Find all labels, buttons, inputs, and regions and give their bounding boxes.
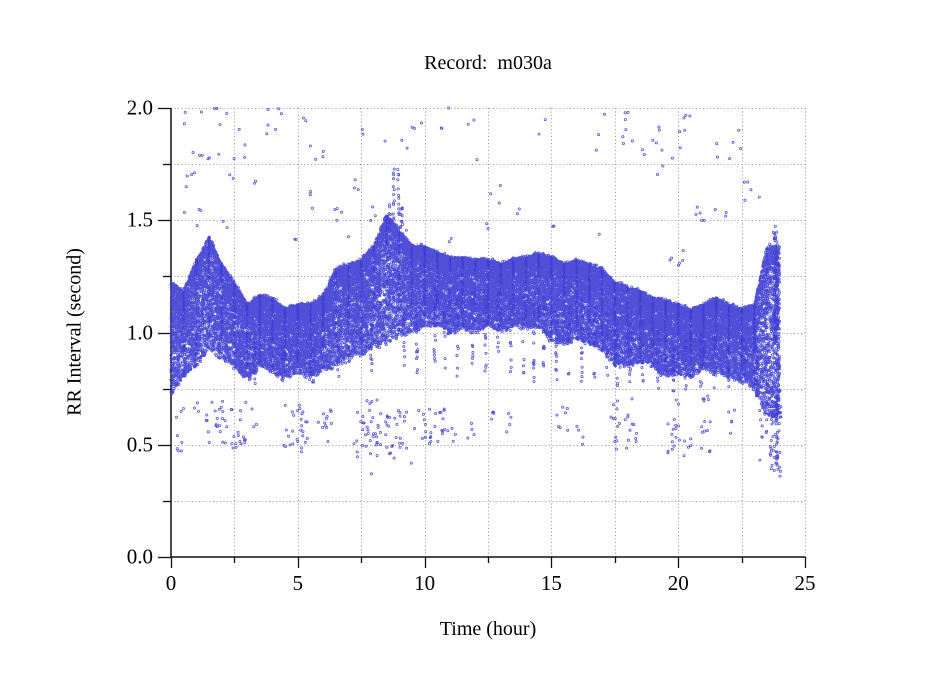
y-tick-label: 2.0 xyxy=(126,95,153,120)
y-tick-label: 0.5 xyxy=(126,432,153,457)
chart-title: Record: m030a xyxy=(424,52,552,74)
x-tick-label: 5 xyxy=(292,571,304,595)
y-tick-label: 1.5 xyxy=(126,207,153,232)
x-tick-label: 0 xyxy=(165,571,177,595)
y-axis-label: RR Interval (second) xyxy=(63,248,86,416)
y-tick-label: 1.0 xyxy=(126,320,153,344)
x-tick-label: 20 xyxy=(667,571,689,595)
x-axis-label: Time (hour) xyxy=(439,618,537,640)
x-tick-label: 15 xyxy=(540,571,562,595)
y-tick-label: 0.0 xyxy=(126,544,153,569)
x-tick-label: 25 xyxy=(794,571,816,595)
x-tick-label: 10 xyxy=(414,571,436,595)
